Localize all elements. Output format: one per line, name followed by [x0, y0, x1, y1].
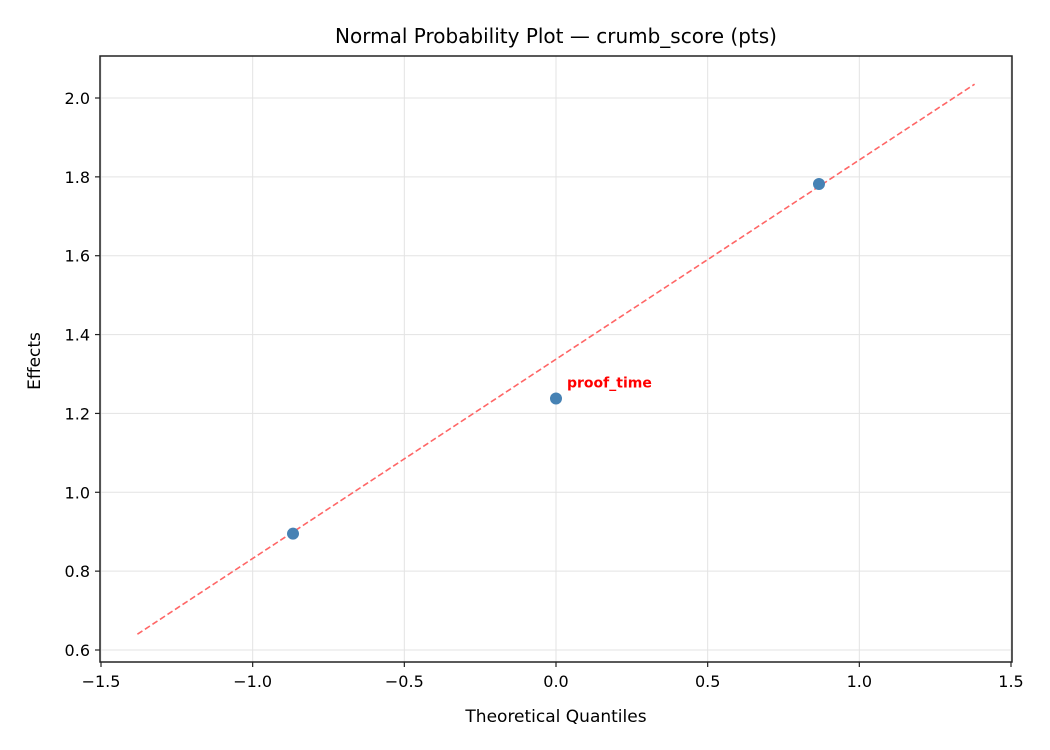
x-tick-label: 0.0 [543, 672, 568, 691]
chart-title: Normal Probability Plot — crumb_score (p… [335, 24, 777, 48]
y-tick-label: 2.0 [65, 89, 90, 108]
y-tick-label: 1.2 [65, 404, 90, 423]
x-tick-label: 1.0 [847, 672, 872, 691]
y-tick-label: 1.6 [65, 247, 90, 266]
x-tick-label: −0.5 [385, 672, 424, 691]
point-annotation: proof_time [567, 375, 652, 391]
data-points [287, 177, 825, 540]
y-axis-label: Effects [25, 332, 45, 390]
data-point [812, 177, 825, 190]
grid-lines [100, 56, 1012, 662]
x-tick-label: 1.5 [998, 672, 1023, 691]
reference-line [136, 83, 976, 635]
y-tick-label: 1.4 [65, 326, 90, 345]
data-point [287, 527, 300, 540]
x-tick-label: 0.5 [695, 672, 720, 691]
data-point [550, 392, 562, 405]
annotations: proof_time [567, 375, 652, 391]
y-tick-label: 0.8 [65, 562, 90, 581]
y-tick-label: 1.8 [65, 168, 90, 187]
x-tick-label: −1.0 [233, 672, 272, 691]
fit-line [136, 83, 976, 635]
x-axis-ticks: −1.5 −1.0 −0.5 0.0 0.5 1.0 1.5 [82, 662, 1024, 691]
y-tick-label: 0.6 [65, 641, 90, 660]
x-axis-label: Theoretical Quantiles [464, 707, 646, 727]
y-axis-ticks: 0.6 0.8 1.0 1.2 1.4 1.6 1.8 2.0 [65, 89, 100, 660]
x-tick-label: −1.5 [82, 672, 121, 691]
y-tick-label: 1.0 [65, 483, 90, 502]
